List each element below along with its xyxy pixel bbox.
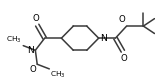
Text: O: O [29, 65, 36, 74]
Text: O: O [119, 15, 126, 24]
Text: CH$_3$: CH$_3$ [6, 35, 21, 45]
Text: N: N [100, 34, 107, 43]
Text: CH$_3$: CH$_3$ [50, 70, 66, 80]
Text: O: O [33, 14, 40, 23]
Text: N: N [27, 46, 34, 55]
Text: O: O [120, 54, 127, 63]
